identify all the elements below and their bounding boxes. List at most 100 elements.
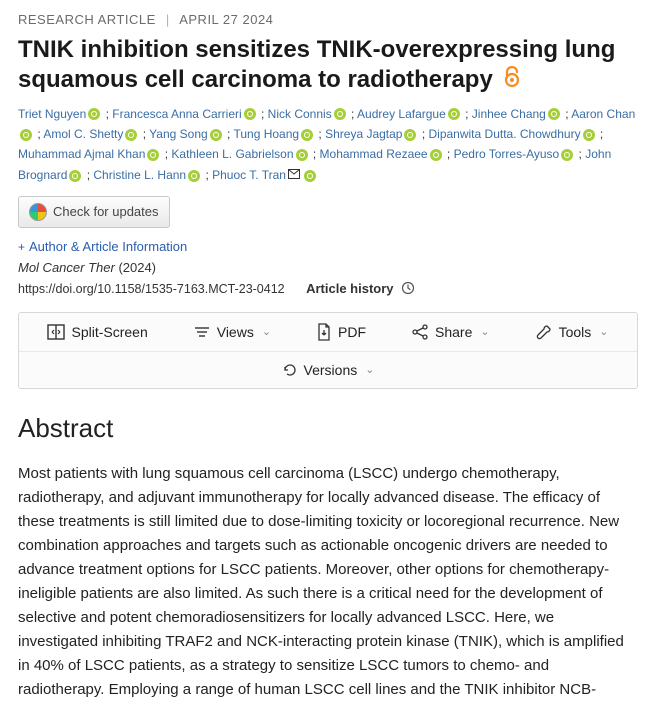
author-link[interactable]: Tung Hoang — [233, 127, 299, 141]
orcid-icon[interactable] — [210, 129, 222, 141]
tools-button[interactable]: Tools ⌄ — [535, 323, 609, 341]
check-updates-button[interactable]: Check for updates — [18, 196, 170, 228]
orcid-icon[interactable] — [244, 108, 256, 120]
orcid-icon[interactable] — [304, 170, 316, 182]
check-updates-label: Check for updates — [53, 204, 159, 219]
toolbar-row-1: Split-Screen Views ⌄ PDF Share ⌄ Tools ⌄ — [19, 313, 637, 351]
author-link[interactable]: Kathleen L. Gabrielson — [171, 147, 293, 161]
toolbar-row-2: Versions ⌄ — [19, 351, 637, 388]
versions-label: Versions — [304, 362, 358, 378]
author-separator: ; — [83, 168, 93, 182]
journal-name: Mol Cancer Ther — [18, 260, 115, 275]
split-screen-button[interactable]: Split-Screen — [47, 324, 147, 340]
author-separator: ; — [348, 107, 357, 121]
pdf-label: PDF — [338, 324, 366, 340]
author-link[interactable]: Shreya Jagtap — [325, 127, 402, 141]
author-info-label: Author & Article Information — [29, 239, 187, 254]
doi-link[interactable]: https://doi.org/10.1158/1535-7163.MCT-23… — [18, 282, 285, 296]
chevron-down-icon: ⌄ — [480, 325, 489, 338]
author-link[interactable]: Phuoc T. Tran — [212, 168, 286, 182]
author-link[interactable]: Muhammad Ajmal Khan — [18, 147, 145, 161]
article-history-label: Article history — [306, 281, 393, 296]
author-separator: ; — [418, 127, 428, 141]
views-icon — [193, 325, 211, 339]
share-icon — [411, 324, 429, 340]
author-separator: ; — [315, 127, 325, 141]
author-separator: ; — [224, 127, 234, 141]
plus-icon: + — [18, 240, 25, 254]
views-label: Views — [217, 324, 254, 340]
versions-icon — [282, 362, 298, 378]
share-label: Share — [435, 324, 472, 340]
crossmark-icon — [29, 203, 47, 221]
article-toolbar: Split-Screen Views ⌄ PDF Share ⌄ Tools ⌄… — [18, 312, 638, 389]
author-separator: ; — [575, 147, 585, 161]
author-separator: ; — [102, 107, 112, 121]
author-separator: ; — [139, 127, 149, 141]
orcid-icon[interactable] — [296, 149, 308, 161]
article-type: RESEARCH ARTICLE — [18, 12, 156, 27]
orcid-icon[interactable] — [125, 129, 137, 141]
orcid-icon[interactable] — [20, 129, 32, 141]
article-title: TNIK inhibition sensitizes TNIK-overexpr… — [18, 35, 638, 96]
abstract-heading: Abstract — [18, 413, 638, 444]
author-separator: ; — [597, 127, 604, 141]
tools-icon — [535, 323, 553, 341]
orcid-icon[interactable] — [88, 108, 100, 120]
article-meta: RESEARCH ARTICLE | APRIL 27 2024 — [18, 12, 638, 27]
history-icon — [401, 281, 415, 298]
author-link[interactable]: Mohammad Rezaee — [320, 147, 428, 161]
chevron-down-icon: ⌄ — [262, 325, 271, 338]
share-button[interactable]: Share ⌄ — [411, 324, 490, 340]
author-separator: ; — [462, 107, 472, 121]
journal-year: (2024) — [118, 260, 156, 275]
author-link[interactable]: Francesca Anna Carrieri — [112, 107, 241, 121]
author-link[interactable]: Triet Nguyen — [18, 107, 86, 121]
mail-icon[interactable] — [288, 165, 300, 185]
author-link[interactable]: Yang Song — [149, 127, 208, 141]
author-link[interactable]: Christine L. Hann — [93, 168, 186, 182]
author-link[interactable]: Pedro Torres-Ayuso — [454, 147, 560, 161]
orcid-icon[interactable] — [448, 108, 460, 120]
title-text: TNIK inhibition sensitizes TNIK-overexpr… — [18, 36, 615, 93]
pdf-icon — [316, 323, 332, 341]
orcid-icon[interactable] — [404, 129, 416, 141]
author-link[interactable]: Jinhee Chang — [472, 107, 546, 121]
orcid-icon[interactable] — [561, 149, 573, 161]
author-info-toggle[interactable]: + Author & Article Information — [18, 239, 187, 254]
chevron-down-icon: ⌄ — [365, 363, 374, 376]
split-screen-icon — [47, 324, 65, 340]
author-link[interactable]: Dipanwita Dutta. Chowdhury — [429, 127, 581, 141]
author-list: Triet Nguyen ; Francesca Anna Carrieri ;… — [18, 104, 638, 186]
author-separator: ; — [34, 127, 43, 141]
author-separator: ; — [258, 107, 268, 121]
open-access-icon — [503, 66, 521, 96]
author-separator: ; — [562, 107, 571, 121]
author-link[interactable]: Aaron Chan — [571, 107, 635, 121]
author-link[interactable]: Audrey Lafargue — [357, 107, 446, 121]
orcid-icon[interactable] — [301, 129, 313, 141]
pdf-button[interactable]: PDF — [316, 323, 366, 341]
split-screen-label: Split-Screen — [71, 324, 147, 340]
author-separator: ; — [444, 147, 454, 161]
author-separator: ; — [202, 168, 212, 182]
views-button[interactable]: Views ⌄ — [193, 324, 271, 340]
article-date: APRIL 27 2024 — [179, 12, 273, 27]
orcid-icon[interactable] — [583, 129, 595, 141]
orcid-icon[interactable] — [334, 108, 346, 120]
orcid-icon[interactable] — [430, 149, 442, 161]
author-link[interactable]: Nick Connis — [268, 107, 332, 121]
article-history-button[interactable]: Article history — [306, 281, 415, 296]
author-link[interactable]: Amol C. Shetty — [43, 127, 123, 141]
orcid-icon[interactable] — [548, 108, 560, 120]
chevron-down-icon: ⌄ — [599, 325, 608, 338]
orcid-icon[interactable] — [69, 170, 81, 182]
abstract-body: Most patients with lung squamous cell ca… — [18, 462, 638, 702]
tools-label: Tools — [559, 324, 592, 340]
orcid-icon[interactable] — [188, 170, 200, 182]
journal-citation: Mol Cancer Ther (2024) — [18, 260, 638, 275]
versions-button[interactable]: Versions ⌄ — [282, 362, 375, 378]
orcid-icon[interactable] — [147, 149, 159, 161]
meta-separator: | — [166, 12, 170, 27]
author-separator: ; — [161, 147, 171, 161]
